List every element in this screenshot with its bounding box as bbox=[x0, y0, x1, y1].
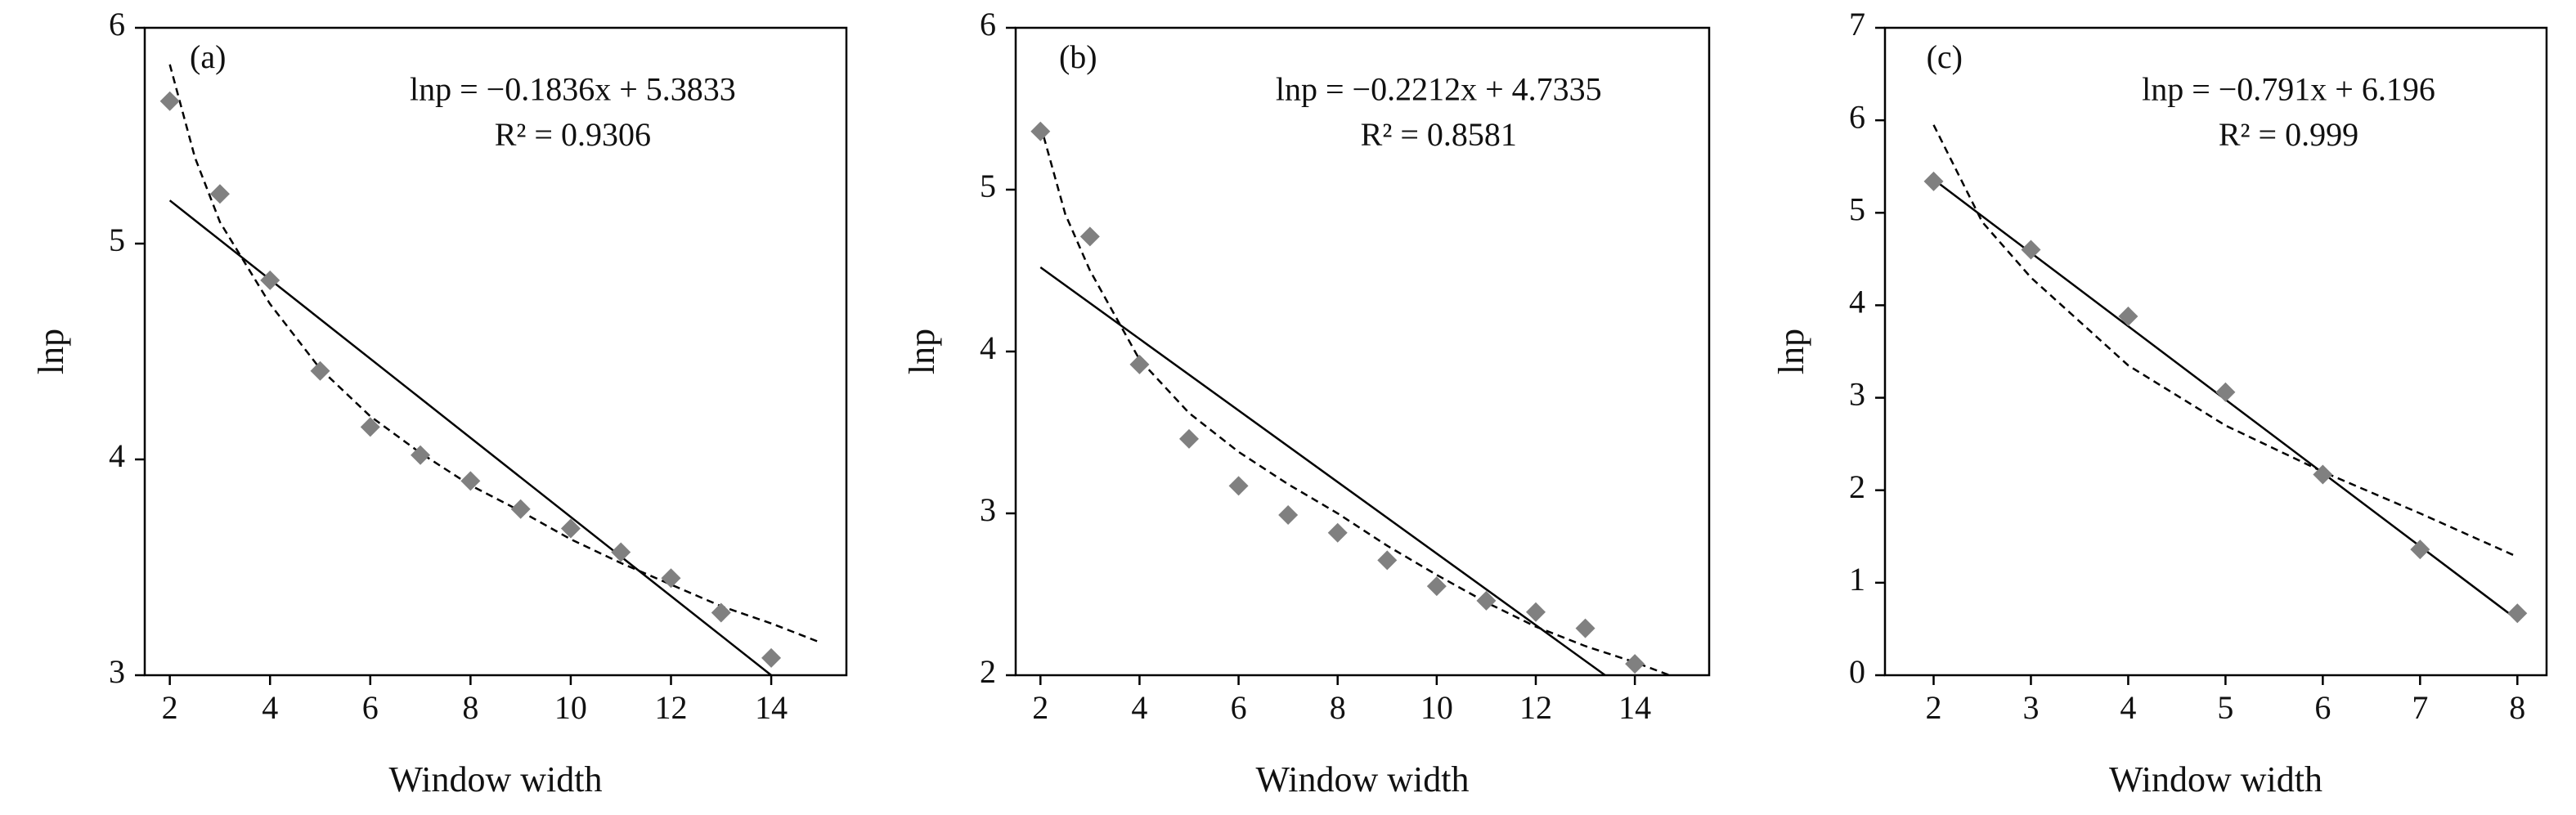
data-point bbox=[1129, 354, 1150, 374]
y-tick-label: 6 bbox=[1849, 98, 1865, 135]
plot-frame bbox=[143, 26, 848, 677]
y-tick-label: 1 bbox=[1849, 561, 1865, 598]
data-point bbox=[209, 184, 230, 204]
plot-frame bbox=[1883, 26, 2548, 677]
y-tick-label: 2 bbox=[980, 653, 996, 690]
x-tick-label: 10 bbox=[554, 689, 587, 726]
x-axis-label: Window width bbox=[389, 759, 603, 799]
trend-curve bbox=[1039, 124, 1670, 677]
trend-curve bbox=[1932, 124, 2518, 558]
x-tick-label: 2 bbox=[1925, 689, 1941, 726]
equation: lnp = −0.791x + 6.196 bbox=[2142, 70, 2435, 107]
x-tick-label: 14 bbox=[755, 689, 788, 726]
panel-label: (c) bbox=[1927, 38, 1963, 75]
x-tick-label: 6 bbox=[362, 689, 379, 726]
x-tick-label: 6 bbox=[2314, 689, 2331, 726]
data-point bbox=[1923, 171, 1944, 191]
data-point bbox=[510, 499, 531, 519]
data-point bbox=[2118, 307, 2138, 327]
data-point bbox=[2410, 540, 2430, 560]
y-tick-label: 4 bbox=[980, 329, 996, 366]
y-tick-label: 3 bbox=[980, 491, 996, 528]
y-axis-label: lnp bbox=[31, 329, 71, 374]
data-point bbox=[1179, 428, 1199, 449]
data-point bbox=[2313, 464, 2333, 485]
x-tick-label: 6 bbox=[1231, 689, 1247, 726]
y-tick-label: 5 bbox=[1849, 190, 1865, 227]
data-point bbox=[310, 360, 330, 381]
x-tick-label: 2 bbox=[162, 689, 178, 726]
x-tick-label: 4 bbox=[262, 689, 278, 726]
x-tick-label: 5 bbox=[2217, 689, 2233, 726]
data-point bbox=[460, 471, 481, 491]
x-tick-label: 8 bbox=[1330, 689, 1346, 726]
y-tick-label: 3 bbox=[1849, 376, 1865, 413]
data-point bbox=[1476, 590, 1497, 611]
x-tick-label: 12 bbox=[655, 689, 688, 726]
data-point bbox=[360, 417, 380, 437]
data-point bbox=[661, 568, 681, 589]
x-axis-label: Window width bbox=[2109, 759, 2322, 799]
data-point bbox=[711, 602, 731, 623]
x-tick-label: 10 bbox=[1420, 689, 1453, 726]
data-point bbox=[1426, 576, 1447, 597]
y-tick-label: 6 bbox=[980, 6, 996, 43]
panel-label: (a) bbox=[190, 38, 226, 75]
y-tick-label: 5 bbox=[980, 168, 996, 204]
data-point bbox=[1377, 550, 1398, 571]
y-tick-label: 7 bbox=[1849, 6, 1865, 43]
x-tick-label: 8 bbox=[2509, 689, 2525, 726]
y-tick-label: 2 bbox=[1849, 468, 1865, 505]
r-squared: R² = 0.9306 bbox=[495, 116, 651, 153]
data-point bbox=[411, 445, 431, 465]
data-point bbox=[1625, 654, 1645, 674]
equation: lnp = −0.2212x + 4.7335 bbox=[1276, 70, 1602, 107]
x-axis-label: Window width bbox=[1256, 759, 1470, 799]
data-point bbox=[1278, 504, 1299, 525]
data-point bbox=[2507, 603, 2528, 624]
x-tick-label: 3 bbox=[2022, 689, 2039, 726]
data-point bbox=[1079, 226, 1100, 247]
data-point bbox=[1526, 602, 1546, 622]
y-axis-label: lnp bbox=[902, 329, 942, 374]
y-axis-label: lnp bbox=[1771, 329, 1811, 374]
panel-label: (b) bbox=[1059, 38, 1097, 75]
r-squared: R² = 0.8581 bbox=[1361, 116, 1517, 153]
y-tick-label: 4 bbox=[109, 437, 125, 474]
data-point bbox=[1030, 121, 1051, 141]
data-point bbox=[761, 647, 782, 668]
y-tick-label: 6 bbox=[109, 6, 125, 43]
data-point bbox=[560, 518, 581, 539]
x-tick-label: 7 bbox=[2412, 689, 2428, 726]
data-point bbox=[1327, 522, 1348, 543]
data-point bbox=[2021, 240, 2041, 260]
data-point bbox=[260, 270, 280, 290]
y-tick-label: 3 bbox=[109, 653, 125, 690]
data-point bbox=[1575, 618, 1595, 638]
r-squared: R² = 0.999 bbox=[2219, 116, 2358, 153]
x-tick-label: 4 bbox=[2120, 689, 2136, 726]
y-tick-label: 4 bbox=[1849, 284, 1865, 320]
equation: lnp = −0.1836x + 5.3833 bbox=[410, 70, 736, 107]
data-point bbox=[1228, 476, 1249, 496]
data-point bbox=[2215, 382, 2236, 402]
data-point bbox=[159, 91, 180, 111]
x-tick-label: 12 bbox=[1519, 689, 1552, 726]
data-point bbox=[611, 542, 631, 562]
x-tick-label: 14 bbox=[1618, 689, 1651, 726]
y-tick-label: 0 bbox=[1849, 653, 1865, 690]
x-tick-label: 2 bbox=[1032, 689, 1048, 726]
fit-line bbox=[1039, 266, 1606, 677]
fit-line bbox=[168, 199, 772, 676]
x-tick-label: 8 bbox=[462, 689, 478, 726]
x-tick-label: 4 bbox=[1131, 689, 1147, 726]
y-tick-label: 5 bbox=[109, 222, 125, 258]
